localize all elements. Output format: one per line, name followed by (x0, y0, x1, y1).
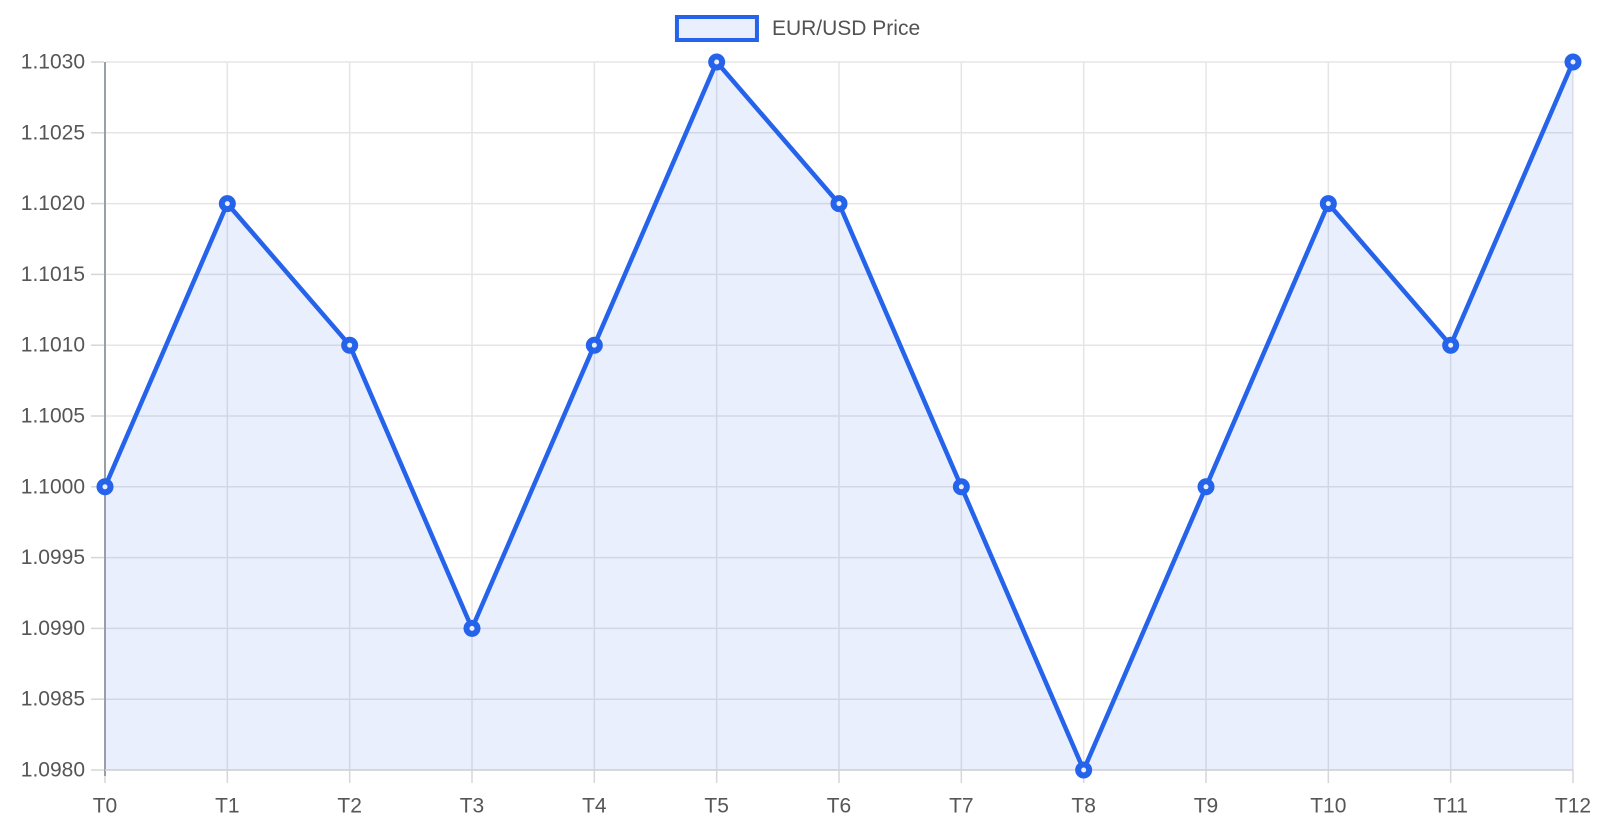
data-point[interactable] (1442, 336, 1460, 354)
y-axis-tick-label: 1.0990 (21, 617, 85, 640)
data-point[interactable] (1564, 53, 1582, 71)
x-axis-tick-label: T3 (460, 795, 485, 818)
x-axis-tick-label: T10 (1310, 795, 1346, 818)
x-axis-tick-label: T9 (1194, 795, 1219, 818)
y-axis-tick-label: 1.1010 (21, 334, 85, 357)
y-axis-tick-label: 1.1005 (21, 405, 85, 428)
y-axis-tick-label: 1.1015 (21, 263, 85, 286)
data-point[interactable] (585, 336, 603, 354)
y-axis-tick-label: 1.0995 (21, 546, 85, 569)
data-point[interactable] (1319, 195, 1337, 213)
x-axis-tick-label: T12 (1555, 795, 1591, 818)
y-axis-tick-label: 1.1030 (21, 51, 85, 74)
data-point[interactable] (952, 478, 970, 496)
data-point[interactable] (1197, 478, 1215, 496)
data-point[interactable] (341, 336, 359, 354)
x-axis-tick-label: T4 (582, 795, 607, 818)
data-point[interactable] (96, 478, 114, 496)
x-axis-tick-label: T2 (337, 795, 362, 818)
data-point[interactable] (218, 195, 236, 213)
x-axis-tick-label: T7 (949, 795, 974, 818)
data-point[interactable] (830, 195, 848, 213)
chart-legend-item[interactable]: EUR/USD Price (674, 15, 921, 42)
y-axis-tick-label: 1.1000 (21, 475, 85, 498)
x-axis-tick-label: T6 (827, 795, 852, 818)
data-point[interactable] (708, 53, 726, 71)
y-axis-tick-label: 1.0985 (21, 688, 85, 711)
legend-swatch (674, 15, 759, 42)
y-axis-tick-label: 1.0980 (21, 759, 85, 782)
x-axis-tick-label: T8 (1071, 795, 1096, 818)
data-point[interactable] (1075, 761, 1093, 779)
x-axis-tick-label: T0 (93, 795, 118, 818)
series-area-fill (105, 62, 1573, 770)
data-point[interactable] (463, 619, 481, 637)
y-axis-tick-label: 1.1020 (21, 192, 85, 215)
y-axis-tick-label: 1.1025 (21, 121, 85, 144)
x-axis-tick-label: T11 (1433, 795, 1468, 818)
x-axis-tick-label: T1 (215, 795, 240, 818)
legend-label: EUR/USD Price (771, 17, 921, 40)
x-axis-tick-label: T5 (704, 795, 729, 818)
